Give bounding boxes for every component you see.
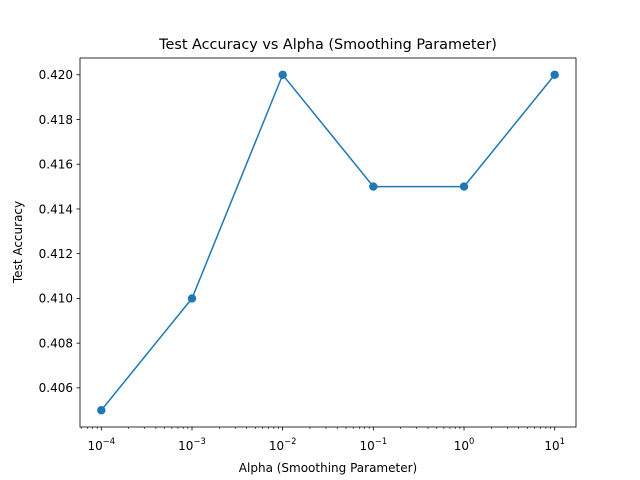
data-point xyxy=(278,70,287,79)
y-axis: 0.406 0.408 0.410 0.412 0.414 0.416 0.418 0.420 xyxy=(39,68,80,395)
data-point xyxy=(550,70,559,79)
series-layer xyxy=(97,70,559,415)
data-point xyxy=(187,294,197,303)
y-tick-label: 0.418 xyxy=(39,113,73,127)
x-tick-label: 101 xyxy=(544,436,565,453)
x-tick-label: 10−1 xyxy=(360,436,388,453)
y-tick-label: 0.406 xyxy=(39,381,73,395)
x-tick-label: 10−2 xyxy=(269,436,297,453)
plot-frame xyxy=(79,57,577,428)
x-tick-label: 100 xyxy=(454,436,475,453)
plot-area xyxy=(79,57,577,428)
y-tick-label: 0.420 xyxy=(39,68,73,82)
x-tick-label: 10−3 xyxy=(178,436,206,453)
x-axis: 10−4 10−3 10−2 10−1 100 101 xyxy=(80,427,565,453)
data-point xyxy=(97,406,106,415)
y-tick-label: 0.416 xyxy=(39,158,73,172)
y-tick-label: 0.408 xyxy=(39,336,73,350)
x-axis-label: Alpha (Smoothing Parameter) xyxy=(239,461,417,475)
y-tick-label: 0.410 xyxy=(39,292,73,306)
data-point xyxy=(459,182,469,191)
y-tick-label: 0.414 xyxy=(39,202,73,216)
series-line xyxy=(100,73,556,411)
x-tick-label: 10−4 xyxy=(87,436,115,453)
y-tick-label: 0.412 xyxy=(39,247,73,261)
chart-title: Test Accuracy vs Alpha (Smoothing Parame… xyxy=(158,37,497,53)
y-axis-label: Test Accuracy xyxy=(11,201,25,284)
data-point xyxy=(369,182,378,191)
